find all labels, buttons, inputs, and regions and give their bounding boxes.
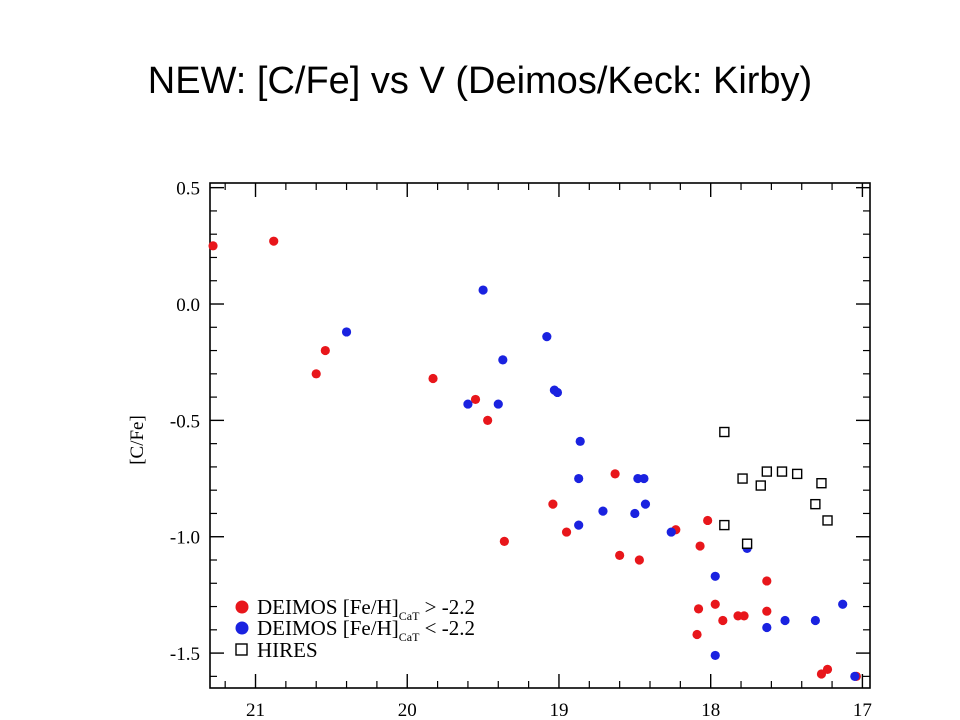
deimos-point bbox=[822, 664, 833, 674]
deimos-point bbox=[762, 606, 772, 616]
deimos-point bbox=[639, 473, 649, 484]
deimos-point bbox=[634, 555, 644, 565]
deimos-point bbox=[320, 345, 330, 356]
y-tick-label: -0.5 bbox=[170, 411, 200, 432]
deimos-point bbox=[710, 599, 720, 609]
x-tick-label: 20 bbox=[398, 700, 417, 720]
deimos-point bbox=[341, 327, 352, 337]
plot-frame bbox=[209, 182, 871, 689]
deimos-point bbox=[850, 671, 860, 681]
deimos-point bbox=[498, 355, 508, 365]
hires-point bbox=[737, 473, 748, 484]
deimos-point bbox=[610, 469, 620, 479]
deimos-point bbox=[493, 399, 503, 409]
legend-marker-square bbox=[235, 643, 248, 656]
hires-point bbox=[755, 480, 766, 491]
hires-point bbox=[822, 515, 833, 526]
hires-point bbox=[719, 519, 730, 531]
deimos-point bbox=[703, 515, 713, 526]
deimos-point bbox=[838, 599, 848, 609]
deimos-point bbox=[693, 604, 704, 614]
legend-label: HIRES bbox=[257, 638, 318, 662]
deimos-point bbox=[575, 436, 585, 446]
deimos-point bbox=[762, 622, 772, 633]
legend-label: DEIMOS [Fe/H]CaT > -2.2 bbox=[257, 595, 475, 623]
deimos-point bbox=[542, 331, 552, 342]
y-tick-label: -1.0 bbox=[170, 528, 200, 549]
slide-title: NEW: [C/Fe] vs V (Deimos/Keck: Kirby) bbox=[147, 60, 813, 102]
y-axis-label: [C/Fe] bbox=[127, 415, 148, 465]
hires-point bbox=[741, 538, 753, 549]
y-tick-label: 0.0 bbox=[176, 295, 200, 316]
axes-ticks: 0.5 0.0 -0.5 -1.0 -1.5 21 20 19 18 17 bbox=[170, 179, 872, 720]
deimos-point bbox=[552, 387, 563, 398]
deimos-point bbox=[598, 506, 608, 516]
deimos-point bbox=[710, 650, 720, 661]
deimos-point bbox=[666, 527, 676, 537]
deimos-point bbox=[615, 550, 625, 560]
hires-point bbox=[776, 466, 788, 477]
deimos-point bbox=[478, 285, 488, 295]
deimos-point bbox=[710, 571, 720, 581]
deimos-point bbox=[739, 611, 749, 621]
hires-point bbox=[810, 498, 821, 510]
deimos-point bbox=[692, 629, 702, 640]
deimos-point bbox=[574, 520, 584, 530]
legend-marker-circle bbox=[235, 600, 249, 614]
legend-marker-circle bbox=[235, 621, 249, 635]
x-tick-label: 18 bbox=[701, 700, 720, 720]
x-tick-label: 21 bbox=[246, 700, 265, 720]
deimos-point bbox=[483, 415, 493, 425]
x-tick-label: 19 bbox=[549, 700, 568, 720]
deimos-point bbox=[208, 241, 218, 251]
deimos-point bbox=[269, 236, 279, 246]
deimos-point bbox=[499, 536, 509, 546]
data-points bbox=[208, 236, 861, 681]
deimos-point bbox=[574, 473, 584, 484]
hires-point bbox=[761, 466, 773, 477]
deimos-point bbox=[762, 576, 772, 586]
y-tick-label: 0.5 bbox=[176, 179, 200, 200]
deimos-point bbox=[561, 527, 572, 537]
deimos-point bbox=[718, 615, 728, 626]
deimos-point bbox=[463, 399, 473, 409]
deimos-point bbox=[548, 499, 558, 509]
deimos-point bbox=[810, 615, 820, 626]
deimos-point bbox=[428, 373, 438, 384]
deimos-point bbox=[630, 508, 640, 519]
x-tick-label: 17 bbox=[853, 700, 872, 720]
deimos-point bbox=[640, 499, 651, 509]
hires-point bbox=[816, 478, 827, 489]
y-tick-label: -1.5 bbox=[170, 644, 200, 665]
deimos-point bbox=[311, 369, 321, 379]
legend-label: DEIMOS [Fe/H]CaT < -2.2 bbox=[257, 616, 475, 644]
deimos-point bbox=[695, 541, 705, 551]
hires-point bbox=[719, 426, 730, 438]
deimos-point bbox=[780, 615, 790, 626]
hires-point bbox=[791, 468, 803, 480]
deimos-point bbox=[470, 394, 481, 405]
